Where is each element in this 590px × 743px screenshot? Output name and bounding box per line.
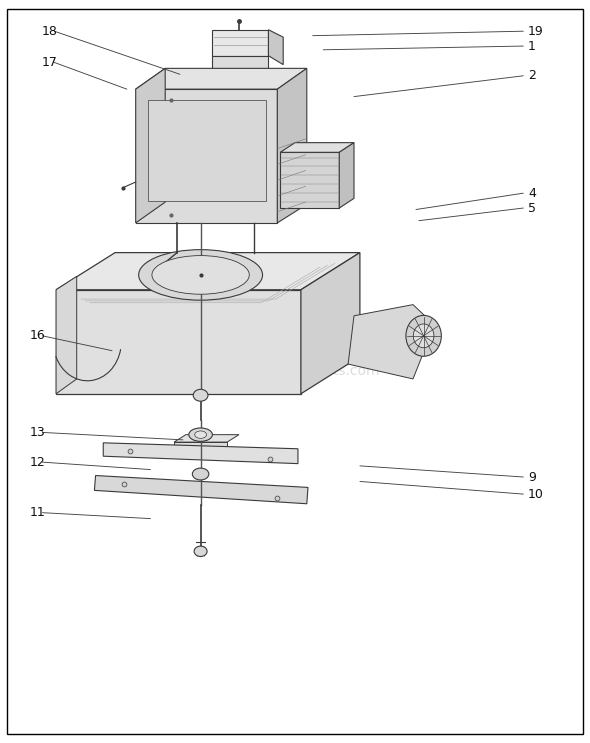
Text: 11: 11	[30, 506, 45, 519]
Polygon shape	[56, 290, 301, 394]
Text: 17: 17	[41, 56, 57, 69]
Bar	[183, 71, 230, 89]
Text: 12: 12	[30, 455, 45, 469]
Polygon shape	[136, 68, 307, 89]
Polygon shape	[280, 143, 354, 152]
Text: 16: 16	[30, 329, 45, 343]
Ellipse shape	[413, 324, 434, 348]
Text: 2: 2	[528, 69, 536, 82]
Polygon shape	[148, 100, 266, 201]
Polygon shape	[277, 68, 307, 223]
Ellipse shape	[189, 428, 212, 441]
Polygon shape	[301, 253, 360, 394]
Polygon shape	[136, 89, 277, 223]
Ellipse shape	[406, 315, 441, 356]
Text: 10: 10	[528, 487, 544, 501]
Text: 4: 4	[528, 186, 536, 200]
Text: 18: 18	[41, 25, 57, 38]
Ellipse shape	[139, 250, 263, 300]
Ellipse shape	[194, 389, 208, 401]
Ellipse shape	[194, 546, 207, 557]
Text: eReplacementParts.com: eReplacementParts.com	[211, 365, 379, 378]
Polygon shape	[56, 276, 77, 394]
Polygon shape	[339, 143, 354, 208]
Polygon shape	[174, 442, 227, 453]
Polygon shape	[94, 476, 308, 504]
Text: 5: 5	[528, 201, 536, 215]
Polygon shape	[56, 253, 360, 290]
Ellipse shape	[195, 431, 206, 438]
Polygon shape	[174, 435, 239, 442]
Polygon shape	[136, 68, 165, 223]
Polygon shape	[280, 152, 339, 208]
Polygon shape	[268, 30, 283, 65]
Polygon shape	[212, 30, 268, 56]
Polygon shape	[348, 305, 425, 379]
Text: 1: 1	[528, 39, 536, 53]
Text: 19: 19	[528, 25, 544, 38]
Text: 9: 9	[528, 470, 536, 484]
Polygon shape	[212, 56, 268, 83]
Polygon shape	[103, 443, 298, 464]
Ellipse shape	[192, 468, 209, 480]
Text: 13: 13	[30, 426, 45, 439]
Ellipse shape	[152, 256, 250, 294]
